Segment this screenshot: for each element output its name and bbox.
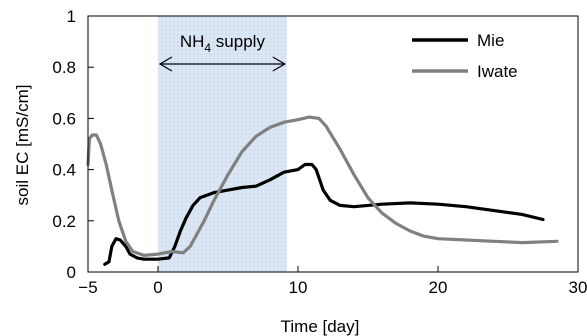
supply-arrow-right-head — [272, 56, 286, 72]
nh4-supply-annotation: NH4 supply — [158, 16, 287, 272]
x-axis-title: Time [day] — [281, 317, 360, 336]
legend-label-mie: Mie — [477, 31, 504, 50]
y-tick-label: 0.2 — [52, 212, 76, 231]
y-axis-title: soil EC [mS/cm] — [13, 85, 32, 206]
y-tick-label: 0.4 — [52, 161, 76, 180]
x-tick-label: 20 — [429, 278, 448, 297]
x-tick-label: 10 — [289, 278, 308, 297]
supply-band — [158, 16, 287, 272]
x-tick-label: 0 — [153, 278, 162, 297]
supply-label: NH4 supply — [180, 32, 266, 55]
series-line-iwate — [86, 115, 559, 257]
x-tick-label: −5 — [78, 278, 97, 297]
x-tick-label: 30 — [569, 278, 587, 297]
y-tick-label: 1 — [67, 7, 76, 26]
series-layer — [86, 115, 559, 266]
supply-arrow-left-head — [158, 56, 173, 72]
y-tick-label: 0.8 — [52, 58, 76, 77]
y-tick-label: 0.6 — [52, 109, 76, 128]
legend: Mie Iwate — [412, 31, 518, 81]
y-tick-label: 0 — [67, 263, 76, 282]
plot-frame — [87, 15, 579, 273]
legend-label-iwate: Iwate — [477, 62, 518, 81]
series-line-mie — [103, 162, 545, 266]
